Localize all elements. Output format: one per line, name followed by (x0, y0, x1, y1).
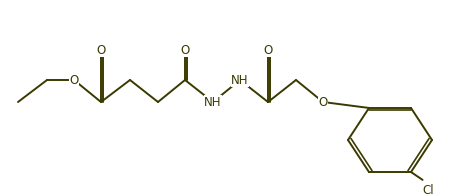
Text: O: O (69, 74, 79, 86)
Text: Cl: Cl (423, 184, 434, 196)
Text: O: O (96, 44, 106, 56)
Text: NH: NH (204, 95, 222, 109)
Text: O: O (181, 44, 190, 56)
Text: O: O (319, 95, 328, 109)
Text: NH: NH (231, 74, 249, 86)
Text: O: O (263, 44, 273, 56)
